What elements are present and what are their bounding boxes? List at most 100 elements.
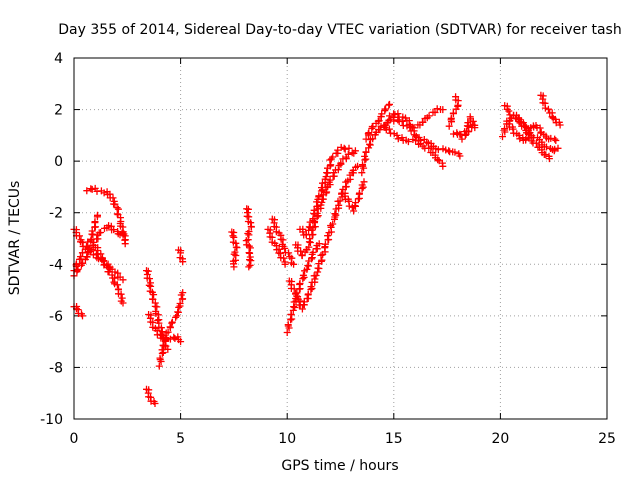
data-point	[551, 135, 559, 143]
data-point	[110, 226, 118, 234]
data-point	[88, 185, 96, 193]
x-tick-label: 10	[278, 431, 296, 447]
data-point	[547, 134, 555, 142]
data-point	[404, 138, 412, 146]
data-point	[156, 354, 164, 362]
data-point	[281, 260, 289, 268]
data-point	[469, 121, 477, 129]
data-point	[150, 291, 158, 299]
data-points	[70, 91, 564, 407]
data-point	[284, 321, 292, 329]
x-tick-label: 5	[176, 431, 185, 447]
data-point	[505, 107, 513, 115]
data-point	[350, 207, 358, 215]
y-axis-label: SDTVAR / TECUs	[7, 181, 23, 296]
data-point	[76, 232, 83, 240]
data-point	[453, 129, 461, 137]
data-point	[447, 114, 455, 122]
data-point	[113, 204, 121, 212]
data-point	[434, 146, 442, 154]
data-point	[499, 133, 506, 141]
data-point	[164, 328, 172, 336]
series-s4	[83, 184, 129, 248]
data-point	[304, 290, 312, 298]
data-point	[77, 253, 84, 261]
plot-frame	[73, 57, 608, 420]
data-point	[87, 246, 95, 254]
data-point	[312, 272, 320, 279]
data-point	[290, 260, 298, 268]
data-point	[94, 211, 101, 219]
data-point	[465, 127, 473, 135]
data-point	[362, 148, 370, 156]
series-s25	[386, 105, 447, 132]
x-tick-label: 25	[598, 431, 616, 447]
data-point	[382, 105, 390, 113]
data-point	[119, 231, 127, 239]
data-point	[439, 106, 447, 114]
data-point	[318, 256, 326, 264]
data-point	[166, 323, 174, 331]
y-tick-label: -2	[49, 206, 63, 222]
data-point	[302, 230, 310, 238]
series-s19	[296, 143, 353, 239]
data-point	[298, 305, 306, 313]
data-point	[144, 267, 152, 275]
data-point	[516, 135, 524, 143]
data-point	[309, 231, 317, 238]
data-point	[433, 105, 441, 113]
data-point	[118, 294, 126, 302]
y-tick-label: -8	[49, 360, 63, 376]
series-s12	[228, 228, 241, 271]
data-point	[83, 242, 91, 250]
y-tick-label: 0	[54, 154, 63, 170]
series-s10	[155, 289, 187, 370]
data-point	[445, 147, 453, 155]
data-point	[551, 145, 559, 153]
data-point	[449, 109, 457, 117]
data-point	[79, 312, 86, 320]
data-point	[521, 123, 528, 131]
data-point	[119, 299, 127, 307]
data-point	[74, 265, 82, 273]
data-point	[179, 295, 187, 303]
data-point	[359, 161, 366, 169]
chart-title: Day 355 of 2014, Sidereal Day-to-day VTE…	[58, 22, 621, 38]
data-point	[315, 240, 323, 248]
data-point	[345, 144, 353, 152]
x-tick-label: 15	[385, 431, 403, 447]
data-point	[391, 111, 399, 119]
data-point	[287, 310, 295, 318]
data-point	[299, 271, 307, 279]
data-point	[153, 303, 161, 311]
data-point	[246, 244, 254, 252]
series-s3	[70, 211, 101, 275]
x-tick-label: 20	[491, 431, 509, 447]
data-point	[323, 169, 331, 177]
data-point	[382, 126, 390, 134]
data-point	[246, 261, 254, 269]
data-point	[97, 229, 105, 236]
data-point	[179, 289, 187, 297]
data-point	[303, 265, 311, 273]
x-tick-label: 0	[70, 431, 79, 447]
data-point	[83, 187, 91, 195]
data-point	[247, 257, 255, 265]
data-point	[329, 220, 337, 228]
data-point	[314, 202, 322, 210]
data-point	[97, 250, 105, 258]
data-point	[375, 117, 383, 125]
series-s22	[362, 100, 393, 143]
series-s14	[264, 225, 289, 268]
series-s31	[503, 117, 560, 144]
data-point	[245, 263, 253, 271]
data-point	[307, 283, 315, 291]
data-point	[439, 162, 447, 170]
data-point	[149, 295, 157, 303]
data-point	[385, 101, 393, 109]
data-point	[246, 249, 254, 257]
data-point	[541, 104, 549, 112]
data-point	[244, 205, 252, 213]
data-point	[442, 146, 450, 154]
data-point	[310, 206, 318, 214]
